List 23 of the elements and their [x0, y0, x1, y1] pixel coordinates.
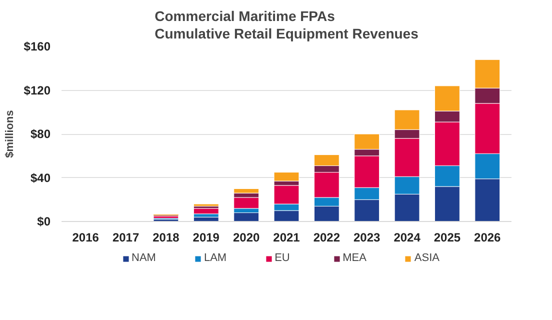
x-tick-label: 2016: [72, 230, 100, 244]
legend-label: EU: [274, 252, 291, 264]
legend-label: MEA: [342, 252, 366, 264]
x-tick-label: 2026: [474, 230, 502, 244]
y-tick-label: $160: [24, 40, 51, 54]
x-tick-label: 2018: [152, 230, 180, 244]
y-tick-label: $40: [30, 170, 51, 185]
y-tick-label: $80: [30, 127, 51, 141]
x-tick-label: 2023: [354, 230, 381, 244]
y-tick-label: $0: [37, 214, 51, 228]
y-tick-label: $120: [24, 83, 51, 98]
x-tick-label: 2024: [394, 230, 421, 244]
legend-label: ASIA: [414, 252, 440, 264]
legend-label: NAM: [132, 252, 156, 264]
legend-label: LAM: [204, 252, 227, 264]
x-tick-label: 2022: [313, 230, 340, 244]
x-tick-label: 2019: [192, 230, 220, 244]
y-axis-title: $millions: [4, 110, 16, 158]
x-tick-label: 2017: [112, 230, 140, 244]
chart-title: Commercial Maritime FPAs Cumulative Retail Equipment Revenues: [154, 8, 419, 42]
x-tick-label: 2020: [232, 230, 260, 244]
x-tick-label: 2021: [273, 230, 300, 244]
x-tick-label: 2025: [434, 230, 461, 244]
